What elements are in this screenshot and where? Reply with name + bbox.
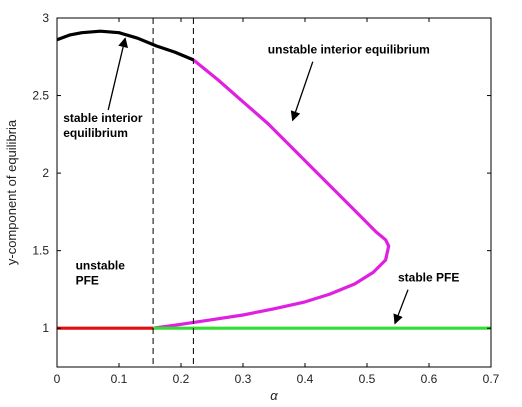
series-line-0 xyxy=(56,29,195,62)
y-axis-label: y-component of equilibria xyxy=(4,119,19,265)
annotation-arrow xyxy=(290,61,314,122)
annotation-arrow xyxy=(107,37,128,111)
series-line-1 xyxy=(152,58,391,330)
x-tick-label: 0.3 xyxy=(235,372,252,386)
annotation-label: unstable PFE xyxy=(76,258,126,287)
annotation-label: stable interior equilibrium xyxy=(63,111,143,140)
annotations: stable interior equilibrium unstable inter… xyxy=(63,37,459,325)
y-tick-label: 3 xyxy=(42,11,49,25)
y-tick-label: 2 xyxy=(42,166,49,180)
x-tick-label: 0.6 xyxy=(421,372,438,386)
y-tick-label: 2.5 xyxy=(32,89,49,103)
y-tick-label: 1 xyxy=(42,321,49,335)
annotation-label: stable PFE xyxy=(398,271,459,285)
x-axis-ticks: 0 0.1 0.2 0.3 0.4 0.5 0.6 0.7 xyxy=(54,18,500,386)
x-tick-label: 0.7 xyxy=(483,372,500,386)
plot-series xyxy=(56,29,491,330)
y-axis-ticks: 1 1.5 2 2.5 3 xyxy=(32,11,491,335)
x-tick-label: 0.4 xyxy=(297,372,314,386)
x-tick-label: 0.1 xyxy=(111,372,128,386)
plot-frame xyxy=(56,17,492,368)
x-tick-label: 0 xyxy=(54,372,61,386)
y-tick-label: 1.5 xyxy=(32,244,49,258)
annotation-arrow xyxy=(393,289,409,325)
x-tick-label: 0.2 xyxy=(173,372,190,386)
x-tick-label: 0.5 xyxy=(359,372,376,386)
plot-vlines xyxy=(152,18,194,367)
annotation-label: unstable interior equilibrium xyxy=(268,43,430,57)
x-axis-label: α xyxy=(270,388,278,403)
